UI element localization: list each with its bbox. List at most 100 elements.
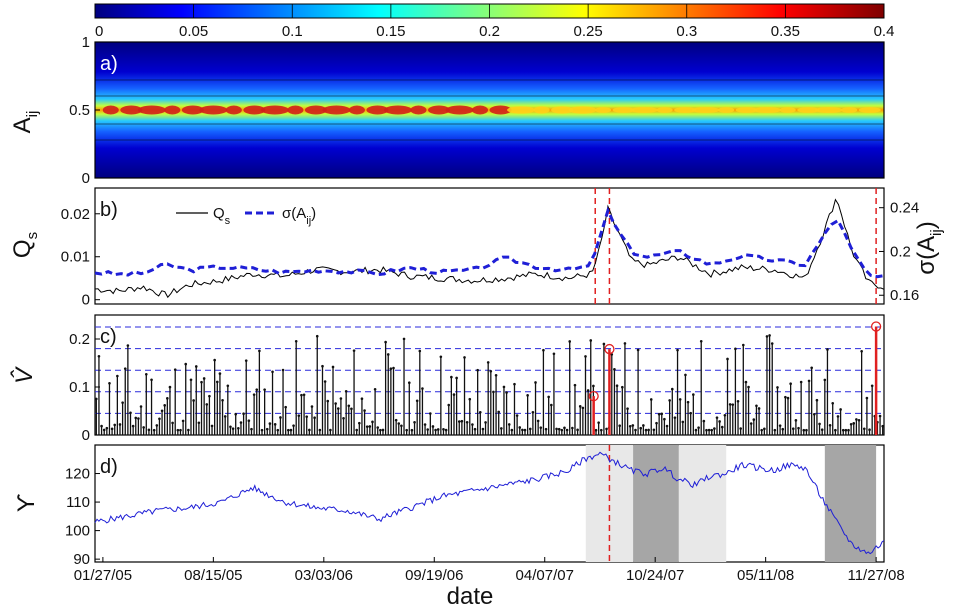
bar-tip (647, 428, 650, 432)
bar-tip (794, 419, 798, 422)
ytick-label: 100 (65, 523, 90, 540)
heatmap-core (630, 107, 659, 113)
bar-tip (192, 399, 195, 402)
bar-tip (434, 428, 437, 432)
bar-tip (613, 368, 616, 371)
bar-tip (699, 339, 703, 343)
bar-tip (778, 424, 782, 427)
bar-tip (439, 355, 443, 359)
bar-tip (584, 355, 587, 358)
bar-tip (578, 405, 582, 408)
bar-tip (526, 394, 529, 397)
bar-tip (384, 340, 387, 344)
colorbar-tick-label: 0.15 (376, 23, 405, 40)
bar-tip (284, 405, 287, 409)
heatmap-core (779, 107, 796, 113)
bar-tip (300, 393, 303, 397)
bar-tip (137, 417, 140, 420)
bar-tip (108, 381, 111, 385)
bar-tip (786, 396, 790, 400)
bar-tip (841, 428, 845, 432)
bar-tip (457, 420, 461, 423)
panel-d-frame (94, 444, 885, 563)
bar-tip (352, 349, 356, 352)
bar-tip (400, 424, 403, 428)
bar-tip (534, 381, 537, 384)
series-sigma (94, 206, 885, 279)
heatmap-core (304, 105, 327, 115)
heatmap-core (137, 105, 166, 115)
bar-tip (376, 426, 380, 429)
bar-tip (652, 428, 656, 432)
bar-tip (305, 415, 309, 418)
bar-tip (131, 424, 135, 428)
bar-tip (323, 380, 327, 383)
bar-tip (197, 421, 201, 425)
bar-tip (557, 427, 561, 431)
bar-tip (544, 427, 548, 431)
bar-tip (287, 428, 290, 432)
panel-c-label: c) (100, 326, 117, 348)
bar-tip (397, 422, 401, 425)
bar-tip (394, 418, 398, 422)
bar-tip (865, 396, 869, 400)
bar-tip (421, 387, 424, 390)
bar-tip (139, 405, 143, 408)
bar-tip (276, 428, 280, 432)
bar-tip (571, 426, 574, 430)
bar-tip (710, 428, 714, 432)
bar-tip (360, 397, 364, 401)
heatmap-core (533, 106, 550, 114)
ytick-label: 0.1 (69, 379, 90, 396)
bar-tip (289, 428, 293, 432)
bar-tip (407, 381, 411, 384)
bar-tip (697, 426, 700, 429)
bar-tip (857, 419, 861, 422)
bar-tip (358, 421, 361, 425)
ytick-label: 0 (82, 292, 90, 309)
heatmap-core (612, 107, 635, 113)
bar-tip (694, 428, 698, 432)
bar-tip (747, 385, 750, 389)
bar-tip (486, 361, 490, 364)
bar-tip (386, 353, 390, 356)
bar-tip (597, 421, 600, 424)
xtick-label: 11/27/08 (847, 567, 904, 584)
bar-tip (684, 373, 687, 377)
bar-tip (418, 349, 422, 353)
bar-tip (318, 428, 322, 432)
ytick-label: 0 (82, 170, 90, 187)
bar-tip (731, 403, 735, 406)
ylabel-a: Aij (9, 111, 41, 134)
bar-tip (513, 382, 516, 386)
bar-tip (494, 373, 498, 377)
bar-tip (594, 428, 598, 432)
bar-tip (665, 424, 669, 428)
bar-tip (823, 378, 827, 382)
bar-tip (163, 404, 166, 407)
ytick-label: 110 (66, 494, 90, 511)
bar-tip (229, 425, 232, 429)
bar-tip (368, 425, 372, 428)
bar-tip (365, 425, 369, 428)
bar-tip (815, 398, 819, 402)
bar-tip (642, 424, 645, 427)
bar-tip (615, 384, 619, 388)
bar-tip (431, 425, 435, 428)
heatmap-core (507, 106, 536, 114)
bar-tip (531, 410, 535, 414)
bar-tip (628, 424, 632, 428)
heatmap-core (164, 105, 181, 115)
bar-tip (539, 426, 543, 429)
bar-tip (502, 385, 506, 389)
bar-tip (702, 419, 706, 423)
panel-b-label: b) (100, 199, 118, 221)
bar-tip (123, 367, 127, 370)
heatmap-core (348, 105, 365, 115)
bar-tip (844, 428, 848, 432)
heatmap-core (656, 107, 673, 113)
heatmap-core (181, 105, 204, 115)
bar-tip (728, 403, 732, 406)
bar-tip (560, 428, 564, 432)
